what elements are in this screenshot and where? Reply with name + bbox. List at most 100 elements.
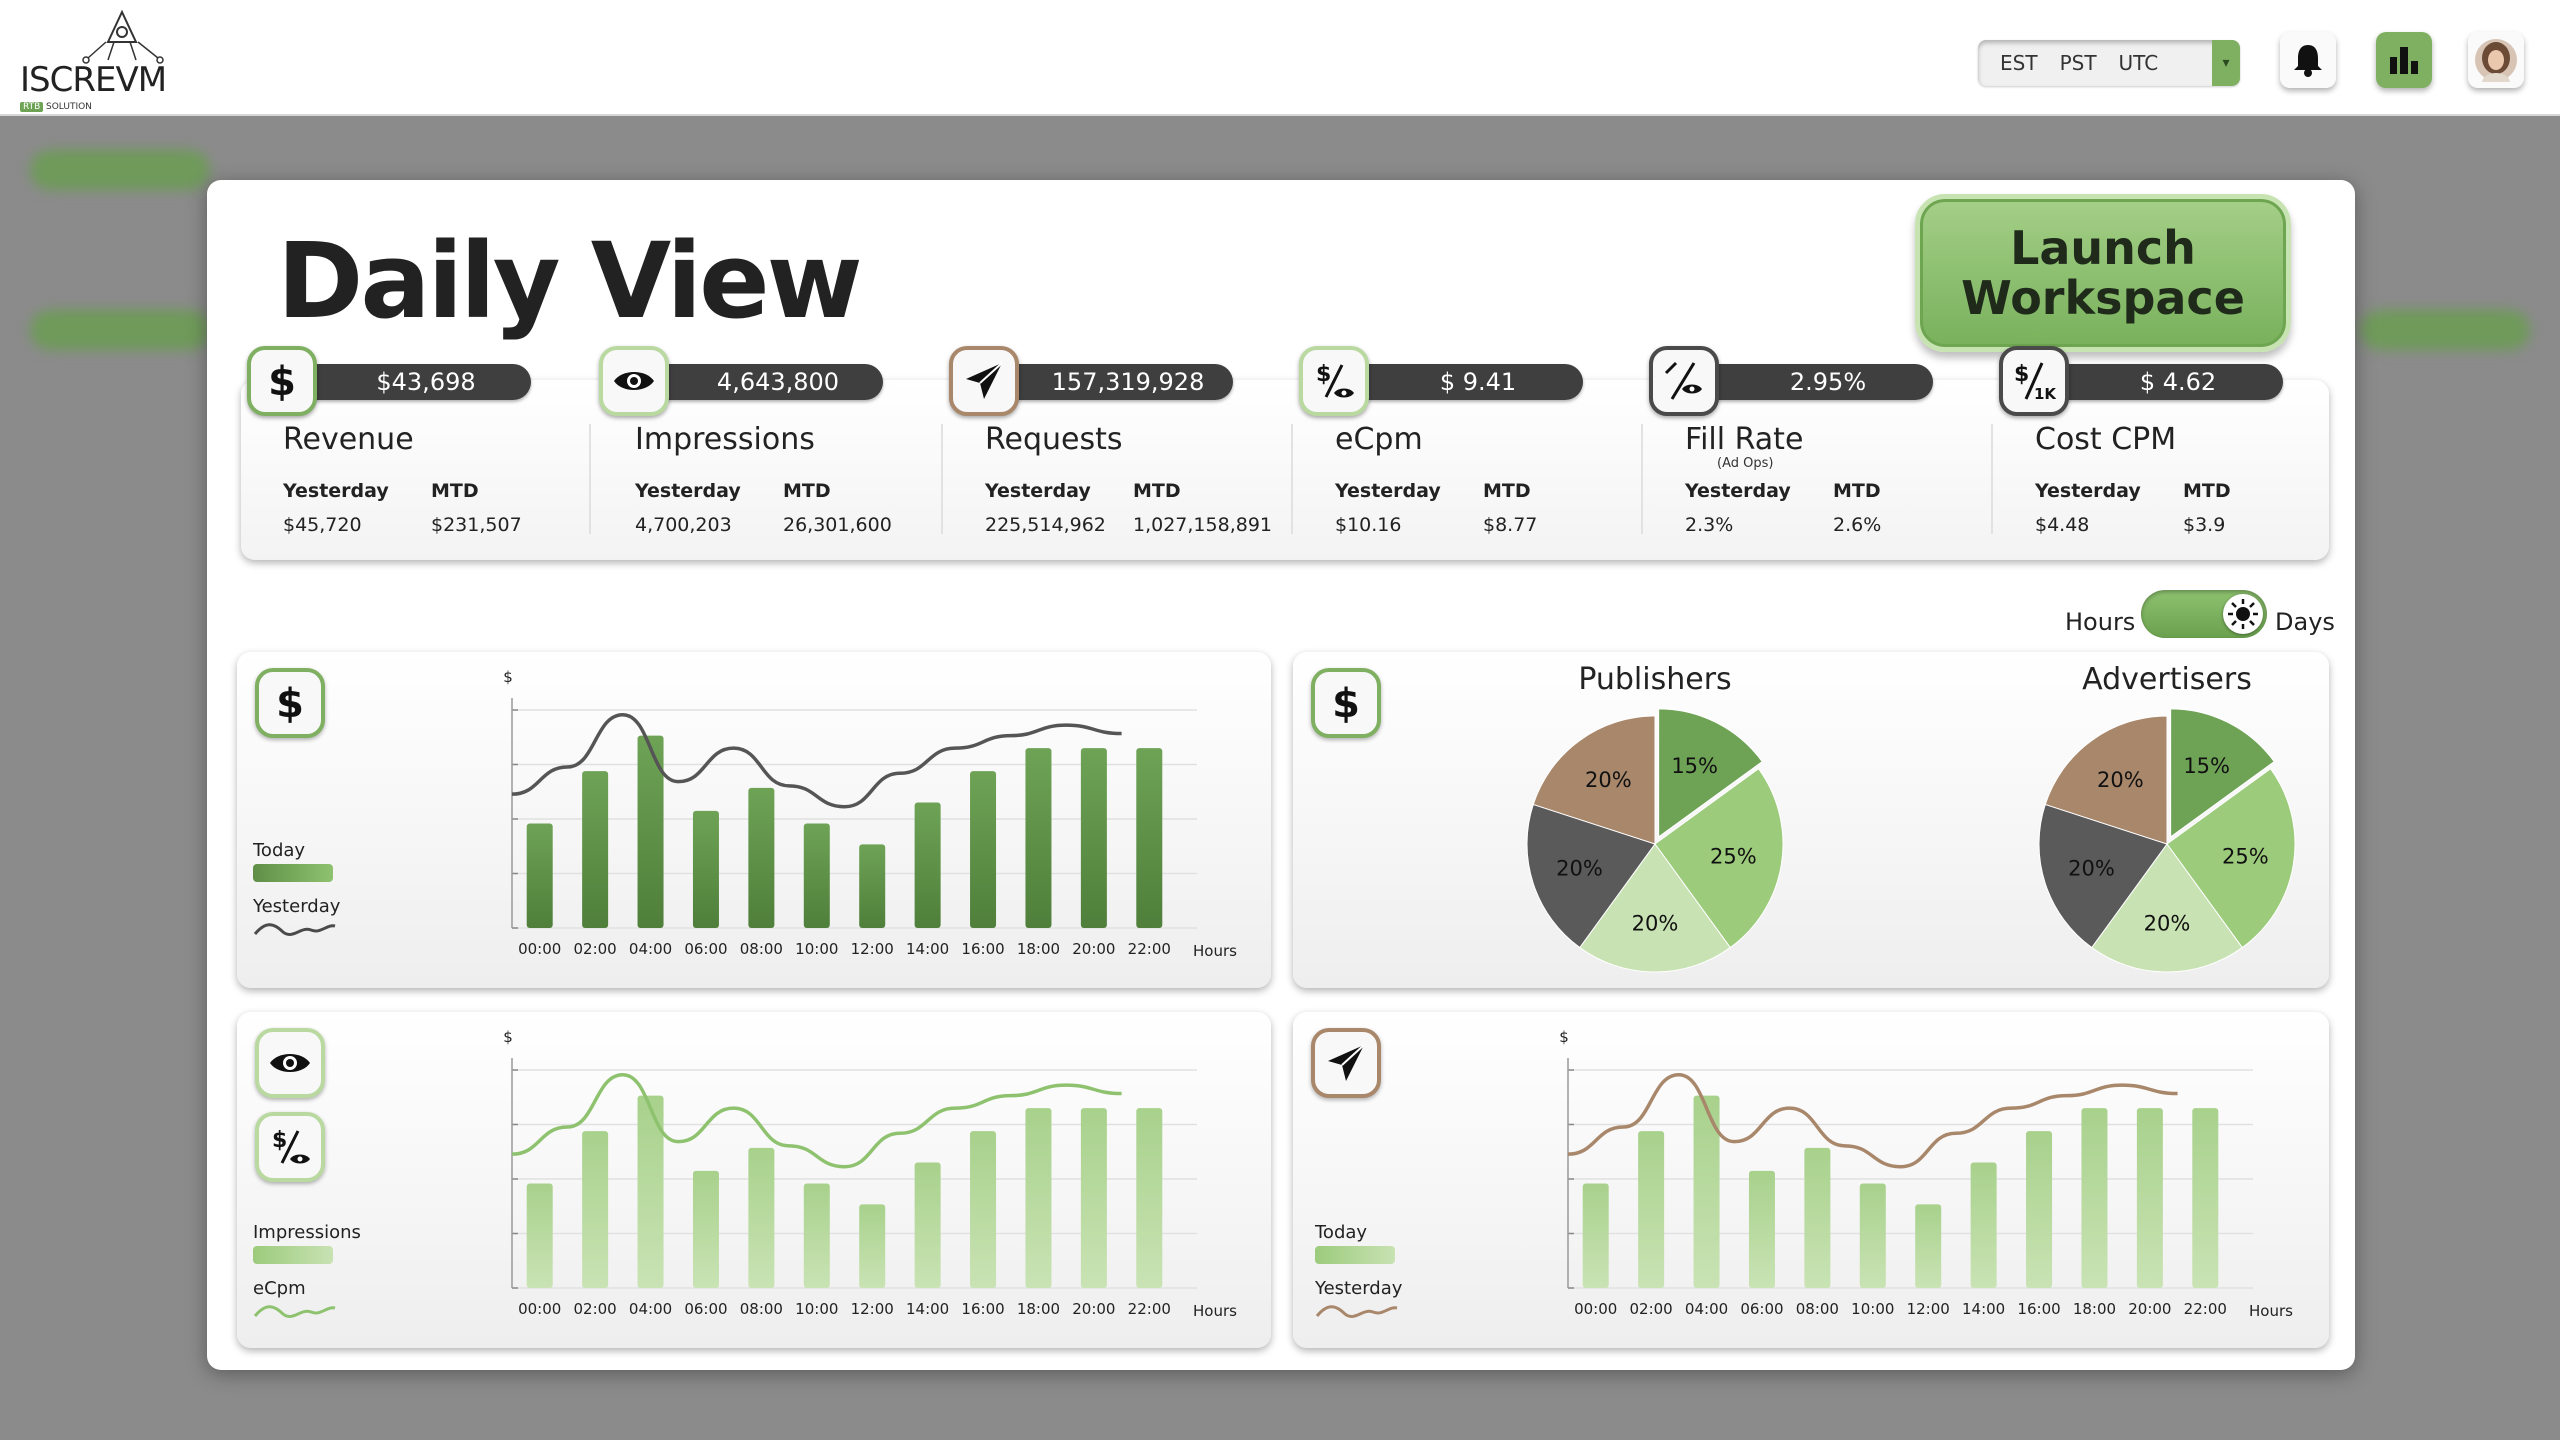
x-tick-label: 00:00 [1574, 1300, 1617, 1318]
bar-impressions[interactable] [582, 1131, 609, 1288]
pie-slice[interactable] [1532, 715, 1656, 845]
logo[interactable]: ISCREVM RTB SOLUTION [18, 8, 178, 112]
line-yesterday[interactable] [511, 712, 1122, 809]
y-axis-label: $ [503, 1028, 513, 1046]
bar-today[interactable] [859, 844, 886, 928]
bar-today[interactable] [1136, 748, 1163, 928]
kpi-revenue[interactable]: $43,698 $ Revenue Yesterday MTD $45,720 … [241, 346, 591, 560]
x-tick-label: 22:00 [2184, 1300, 2227, 1318]
toggle-label-days[interactable]: Days [2275, 608, 2335, 636]
kpi-impressions[interactable]: 4,643,800 Impressions Yesterday MTD 4,70… [593, 346, 943, 560]
x-tick-label: 12:00 [1907, 1300, 1950, 1318]
pie-slice[interactable] [2044, 715, 2168, 845]
backdrop-blur [30, 150, 210, 190]
bar-impressions[interactable] [859, 1204, 886, 1288]
bar-today[interactable] [1025, 748, 1052, 928]
toggle-label-hours[interactable]: Hours [2065, 608, 2136, 636]
x-tick-label: 04:00 [1685, 1300, 1728, 1318]
divider [1641, 424, 1643, 534]
kpi-fill-rate[interactable]: 2.95% Fill Rate (Ad Ops) Yesterday MTD 2… [1643, 346, 1993, 560]
bar-today[interactable] [803, 823, 830, 928]
pie-slice[interactable] [2166, 768, 2296, 949]
x-axis-label: Hours [2249, 1302, 2293, 1320]
bar-today[interactable] [748, 787, 775, 928]
bar-impressions[interactable] [637, 1095, 664, 1288]
kpi-label-mtd: MTD [1483, 480, 1531, 502]
bar-impressions[interactable] [1025, 1108, 1052, 1288]
legend-yesterday-wave [253, 923, 336, 936]
bar-today[interactable] [1582, 1183, 1609, 1288]
kpi-yesterday-value: 225,514,962 [985, 514, 1106, 536]
bar-today[interactable] [1748, 1170, 1775, 1288]
bar-impressions[interactable] [914, 1162, 941, 1288]
notifications-button[interactable] [2280, 32, 2336, 88]
analytics-button[interactable] [2376, 32, 2432, 88]
x-tick-label: 08:00 [740, 940, 783, 958]
bar-today[interactable] [1804, 1147, 1831, 1288]
bar-impressions[interactable] [803, 1183, 830, 1288]
timezone-pst[interactable]: PST [2059, 51, 2097, 75]
pie-slice[interactable] [2038, 803, 2168, 949]
pie-slice-label: 20% [2097, 768, 2144, 792]
bar-today[interactable] [1970, 1162, 1997, 1288]
pie-slice[interactable] [1654, 768, 1784, 949]
bar-today[interactable] [1915, 1204, 1942, 1288]
bar-impressions[interactable] [748, 1147, 775, 1288]
bar-impressions[interactable] [970, 1131, 997, 1288]
bar-today[interactable] [2136, 1108, 2163, 1288]
pie-slice[interactable] [2091, 843, 2243, 973]
bar-today[interactable] [526, 823, 553, 928]
logo-subtitle: SOLUTION [46, 102, 92, 112]
pie-slice-label: 20% [1632, 911, 1679, 935]
chevron-down-icon[interactable]: ▾ [2212, 40, 2240, 86]
launch-workspace-button[interactable]: Launch Workspace [1915, 194, 2291, 352]
divider [589, 424, 591, 534]
bar-today[interactable] [2026, 1131, 2053, 1288]
legend-yesterday-label: Yesterday [1315, 1278, 1403, 1299]
x-tick-label: 22:00 [1128, 1300, 1171, 1318]
kpi-value: 2.95% [1683, 364, 1933, 400]
x-tick-label: 16:00 [961, 1300, 1004, 1318]
kpi-requests[interactable]: 157,319,928 Requests Yesterday MTD 225,5… [943, 346, 1293, 560]
logo-wordmark: ISCREVM [20, 60, 167, 100]
pie-slice[interactable] [1526, 803, 1656, 949]
bar-today[interactable] [637, 735, 664, 928]
bar-impressions[interactable] [526, 1183, 553, 1288]
advertisers-pie-chart: 15% 25% 20% 20% 20% [2038, 708, 2296, 973]
user-avatar[interactable] [2468, 32, 2524, 88]
kpi-value: $43,698 [281, 364, 531, 400]
bar-today[interactable] [582, 771, 609, 928]
timezone-selector[interactable]: EST PST UTC ▾ [1978, 40, 2240, 86]
kpi-name: Cost CPM [2035, 422, 2177, 457]
bar-today[interactable] [970, 771, 997, 928]
bar-today[interactable] [914, 802, 941, 928]
pie-slice[interactable] [1658, 708, 1763, 838]
kpi-name: eCpm [1335, 422, 1423, 457]
bar-impressions[interactable] [692, 1170, 719, 1288]
line-ecpm[interactable] [511, 1072, 1122, 1169]
timezone-utc[interactable]: UTC [2118, 51, 2159, 75]
hours-days-toggle[interactable] [2141, 590, 2267, 638]
bar-today[interactable] [1693, 1095, 1720, 1288]
bar-today[interactable] [1080, 748, 1107, 928]
bar-today[interactable] [1859, 1183, 1886, 1288]
dollar-percent-icon: $ [255, 1112, 325, 1182]
bar-impressions[interactable] [1080, 1108, 1107, 1288]
x-tick-label: 00:00 [518, 940, 561, 958]
impressions-chart-card: $ Impressions eCpm $00:00 02:00 04:00 06:00… [237, 1012, 1271, 1348]
pie-slice[interactable] [2170, 708, 2275, 838]
kpi-cost-cpm[interactable]: $ 4.62 $1K Cost CPM Yesterday MTD $4.48 … [1993, 346, 2343, 560]
pie-slice[interactable] [1579, 843, 1731, 973]
bar-today[interactable] [692, 810, 719, 928]
timezone-est[interactable]: EST [2000, 51, 2038, 75]
bar-today[interactable] [2192, 1108, 2219, 1288]
legend-today-swatch [1315, 1246, 1395, 1264]
kpi-name: Impressions [635, 422, 815, 457]
bar-today[interactable] [1638, 1131, 1665, 1288]
dollar-icon: $ [1311, 668, 1381, 738]
line-yesterday[interactable] [1567, 1072, 2178, 1169]
bar-today[interactable] [2081, 1108, 2108, 1288]
kpi-ecpm[interactable]: $ 9.41 $ eCpm Yesterday MTD $10.16 $8.77 [1293, 346, 1643, 560]
bar-impressions[interactable] [1136, 1108, 1163, 1288]
kpi-yesterday-value: $4.48 [2035, 514, 2090, 536]
